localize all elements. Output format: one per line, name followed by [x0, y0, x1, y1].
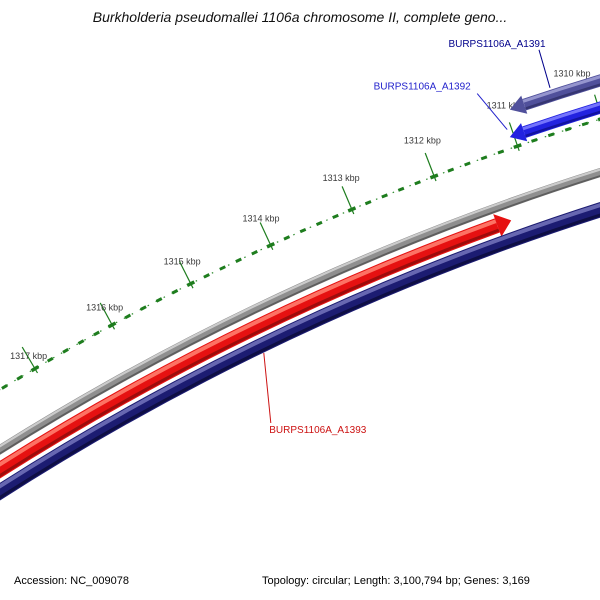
ruler-tick-line — [424, 152, 437, 182]
feature-leader-BURPS1106A_A1393 — [263, 352, 272, 424]
feature-band-shadow-unlabeled — [0, 213, 600, 500]
ruler-minor-tick — [124, 313, 132, 320]
feature-arrowhead-BURPS1106A_A1392[interactable] — [509, 123, 528, 142]
ruler-tick-line — [178, 261, 194, 289]
ruler-minor-tick — [171, 289, 179, 295]
feature-band-shadow-BURPS1106A_A1391 — [525, 83, 600, 110]
ruler-minor-tick — [155, 297, 163, 303]
feature-band-shadow-BURPS1106A_A1393 — [0, 228, 500, 478]
feature-band-BURPS1106A_A1392[interactable] — [522, 95, 600, 138]
ruler-minor-tick — [547, 132, 555, 138]
ruler-minor-tick — [397, 186, 405, 192]
ruler-dotted-arc — [0, 118, 600, 391]
ruler-minor-tick — [497, 149, 505, 155]
ruler-minor-tick — [531, 137, 538, 143]
status-topology: Topology: circular; Length: 3,100,794 bp… — [262, 575, 530, 587]
ruler-tick-line — [99, 302, 116, 330]
ruler-minor-tick — [332, 213, 339, 219]
feature-label-BURPS1106A_A1391[interactable]: BURPS1106A_A1391 — [448, 39, 546, 50]
ruler-minor-tick — [203, 273, 210, 279]
ruler-tick-label: 1312 kbp — [404, 136, 441, 146]
ruler-minor-tick — [381, 193, 388, 199]
ruler-minor-tick — [235, 257, 242, 263]
ruler-minor-tick — [564, 126, 572, 132]
ruler-minor-tick — [93, 330, 100, 337]
ruler-tick-line — [259, 222, 274, 251]
ruler-minor-tick — [581, 121, 589, 127]
map-title: Burkholderia pseudomallei 1106a chromoso… — [92, 9, 508, 25]
feature-band-shadow-BURPS1106A_A1392 — [525, 110, 600, 138]
ruler-minor-tick — [62, 347, 69, 354]
status-accession: Accession: NC_009078 — [14, 575, 129, 587]
ruler-tick-label: 1316 kbp — [86, 303, 123, 313]
ruler-minor-tick — [480, 155, 488, 161]
ruler-major-tick — [597, 117, 600, 122]
ruler-tick-label: 1314 kbp — [242, 214, 279, 224]
ruler-minor-tick — [77, 339, 85, 345]
feature-band-unlabeled[interactable] — [0, 184, 600, 502]
feature-band-highlight-unlabeled — [0, 203, 600, 489]
ruler-minor-tick — [414, 180, 421, 186]
ruler-tick-label: 1310 kbp — [553, 69, 590, 79]
feature-label-BURPS1106A_A1392[interactable]: BURPS1106A_A1392 — [374, 82, 472, 93]
ruler-minor-tick — [251, 250, 258, 256]
feature-band-highlight-BURPS1106A_A1392 — [522, 102, 600, 131]
ruler-minor-tick — [299, 228, 307, 234]
feature-label-BURPS1106A_A1393[interactable]: BURPS1106A_A1393 — [269, 425, 367, 436]
ruler-tick-label: 1317 kbp — [10, 351, 47, 361]
feature-band-highlight-BURPS1106A_A1391 — [522, 75, 600, 103]
feature-band-BURPS1106A_A1391[interactable] — [522, 68, 600, 111]
ruler-minor-tick — [283, 235, 291, 241]
ruler-minor-tick — [447, 167, 455, 173]
ruler-minor-tick — [140, 305, 147, 311]
feature-band-BURPS1106A_A1393[interactable] — [0, 218, 500, 486]
feature-leader-BURPS1106A_A1392 — [476, 93, 508, 130]
feature-leader-BURPS1106A_A1391 — [538, 49, 551, 88]
ruler-minor-tick — [1, 384, 8, 390]
feature-arrowhead-BURPS1106A_A1391[interactable] — [509, 95, 528, 114]
backbone-shadow — [0, 175, 600, 455]
backbone-arc — [0, 167, 600, 455]
ruler-minor-tick — [46, 356, 54, 363]
ruler-tick-line — [341, 186, 355, 215]
feature-arrowhead-BURPS1106A_A1393[interactable] — [493, 214, 512, 237]
ruler-minor-tick — [16, 374, 24, 381]
ruler-tick-label: 1313 kbp — [323, 173, 360, 183]
ruler-minor-tick — [364, 200, 372, 206]
ruler-minor-tick — [315, 220, 323, 226]
ruler-minor-tick — [464, 161, 471, 167]
backbone-highlight — [0, 168, 600, 448]
ruler-minor-tick — [219, 265, 226, 271]
feature-band-highlight-BURPS1106A_A1393 — [0, 219, 497, 467]
ruler-tick-label: 1315 kbp — [164, 257, 201, 267]
ruler-tick-line — [21, 346, 39, 374]
ruler-tick-label: 1311 kbp — [487, 101, 523, 111]
